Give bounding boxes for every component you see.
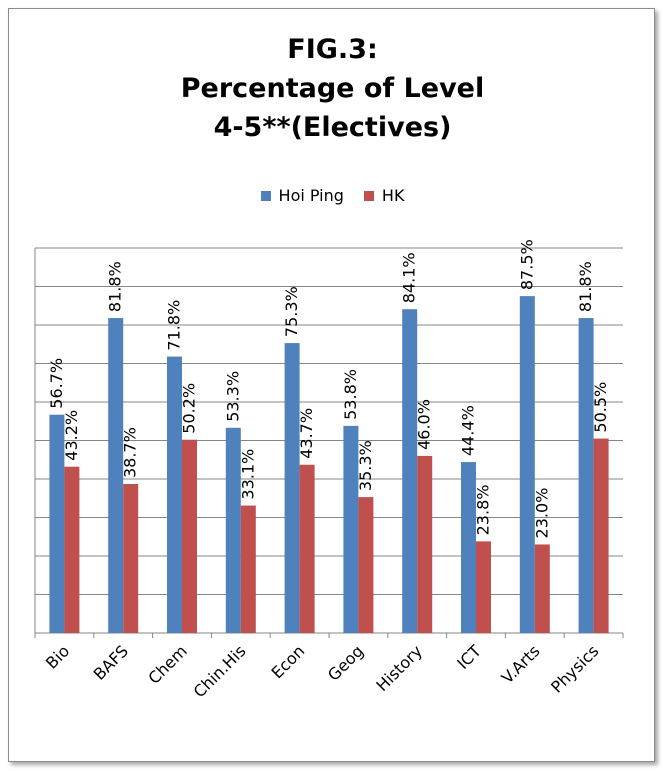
data-label-hk: 23.8% [474, 485, 493, 536]
bar-hk [476, 541, 491, 633]
legend-swatch-hk [363, 190, 374, 201]
data-label-hoi-ping: 44.4% [459, 405, 478, 456]
data-label-hk: 33.1% [238, 449, 257, 500]
bar-hk [182, 439, 197, 633]
x-tick-label: Geog [324, 641, 367, 684]
chart-title-line-1: FIG.3: [287, 34, 378, 65]
legend-item-hoi-ping: Hoi Ping [260, 186, 344, 205]
bar-hk [240, 505, 256, 633]
bar-hoi-ping [402, 309, 418, 633]
data-label-hk: 23.0% [532, 488, 551, 539]
bar-hoi-ping [225, 427, 241, 633]
bar-hoi-ping [49, 414, 65, 633]
legend-label-hoi-ping: Hoi Ping [278, 186, 344, 205]
data-label-hoi-ping: 56.7% [47, 358, 66, 409]
bar-hoi-ping [578, 318, 594, 633]
bar-hoi-ping [284, 343, 300, 633]
data-label-hk: 50.5% [591, 382, 610, 433]
data-label-hoi-ping: 53.3% [223, 371, 242, 422]
x-tick-label: Physics [547, 641, 602, 696]
x-tick-label: History [372, 641, 426, 695]
data-label-hk: 46.0% [415, 399, 434, 450]
data-label-hoi-ping: 87.5% [517, 239, 536, 290]
legend-swatch-hoi-ping [260, 190, 271, 201]
data-label-hoi-ping: 75.3% [282, 286, 301, 337]
bar-hoi-ping [519, 296, 535, 633]
x-tick-label: Econ [268, 641, 309, 682]
x-tick-label: BAFS [90, 641, 132, 683]
data-label-hk: 38.7% [121, 427, 140, 478]
bar-hoi-ping [108, 318, 124, 633]
data-label-hoi-ping: 53.8% [341, 369, 360, 420]
chart-title-line-2: Percentage of Level [180, 73, 485, 104]
x-tick-label: Chem [144, 641, 190, 687]
bar-hk [64, 466, 80, 633]
chart-legend: Hoi Ping HK [0, 186, 665, 205]
bar-hk [358, 497, 374, 633]
data-label-hoi-ping: 71.8% [165, 300, 184, 351]
data-label-hk: 35.3% [356, 440, 375, 491]
legend-item-hk: HK [363, 186, 405, 205]
bar-hk [123, 484, 139, 633]
data-label-hoi-ping: 81.8% [106, 261, 125, 312]
data-label-hk: 43.2% [62, 410, 81, 461]
bar-hk [534, 544, 550, 633]
data-label-hk: 43.7% [297, 408, 316, 459]
chart-title-line-3: 4-5**(Electives) [213, 112, 452, 143]
bar-hoi-ping [461, 462, 476, 633]
data-label-hoi-ping: 81.8% [576, 261, 595, 312]
data-label-hk: 50.2% [180, 383, 199, 434]
bar-hk [299, 464, 315, 633]
bar-hk [593, 438, 609, 633]
x-tick-label: Chin.His [190, 641, 250, 701]
x-tick-label: Bio [42, 641, 73, 672]
bar-hoi-ping [167, 356, 182, 633]
chart-title: FIG.3: Percentage of Level 4-5**(Electiv… [0, 30, 665, 147]
bar-hoi-ping [343, 425, 359, 633]
bar-hk [417, 455, 433, 633]
legend-label-hk: HK [381, 186, 405, 205]
x-tick-label: ICT [453, 641, 485, 673]
x-tick-label: V.Arts [498, 641, 544, 687]
data-label-hoi-ping: 84.1% [400, 252, 419, 303]
